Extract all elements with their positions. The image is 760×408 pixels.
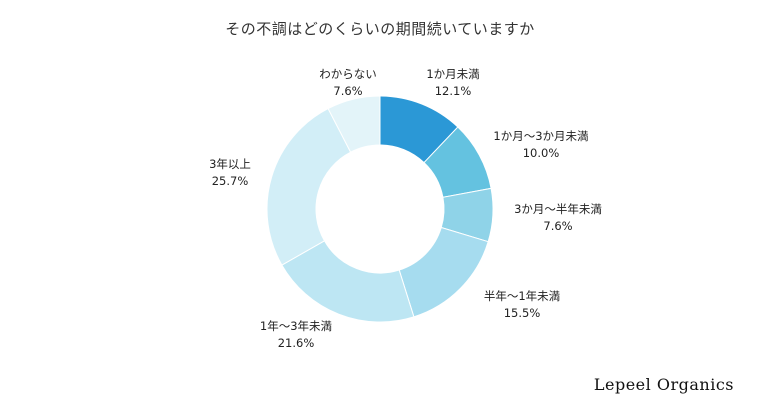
slice-category-label: 1か月未満 <box>426 67 479 81</box>
brand-logo: Lepeel Organics <box>593 375 734 394</box>
slice-label: 半年〜1年未満 15.5% <box>484 289 560 320</box>
slice-value-label: 7.6% <box>333 84 362 98</box>
slice-category-label: 3年以上 <box>209 157 251 171</box>
slice-category-label: 1年〜3年未満 <box>260 319 332 333</box>
slice-value-label: 21.6% <box>278 336 315 350</box>
donut-slice <box>327 95 381 153</box>
slice-label: 3か月〜半年未満 7.6% <box>514 202 602 233</box>
slice-category-label: わからない <box>319 67 377 81</box>
slice-category-label: 3か月〜半年未満 <box>514 202 602 216</box>
donut-slice <box>266 107 352 266</box>
slice-value-label: 12.1% <box>435 84 472 98</box>
slice-label: 1か月未満 12.1% <box>426 67 479 98</box>
slice-category-label: 半年〜1年未満 <box>484 289 560 303</box>
slice-category-label: 1か月〜3か月未満 <box>493 129 588 143</box>
slice-value-label: 7.6% <box>543 219 572 233</box>
donut-slice <box>398 226 489 318</box>
slice-label: 1年〜3年未満 21.6% <box>260 319 332 350</box>
slice-label: 1か月〜3か月未満 10.0% <box>493 129 588 160</box>
chart-title: その不調はどのくらいの期間続いていますか <box>225 20 535 38</box>
slice-value-label: 15.5% <box>504 306 541 320</box>
slice-label: わからない 7.6% <box>319 67 377 98</box>
slice-value-label: 25.7% <box>212 174 249 188</box>
slice-value-label: 10.0% <box>523 146 560 160</box>
slice-label: 3年以上 25.7% <box>209 157 251 188</box>
